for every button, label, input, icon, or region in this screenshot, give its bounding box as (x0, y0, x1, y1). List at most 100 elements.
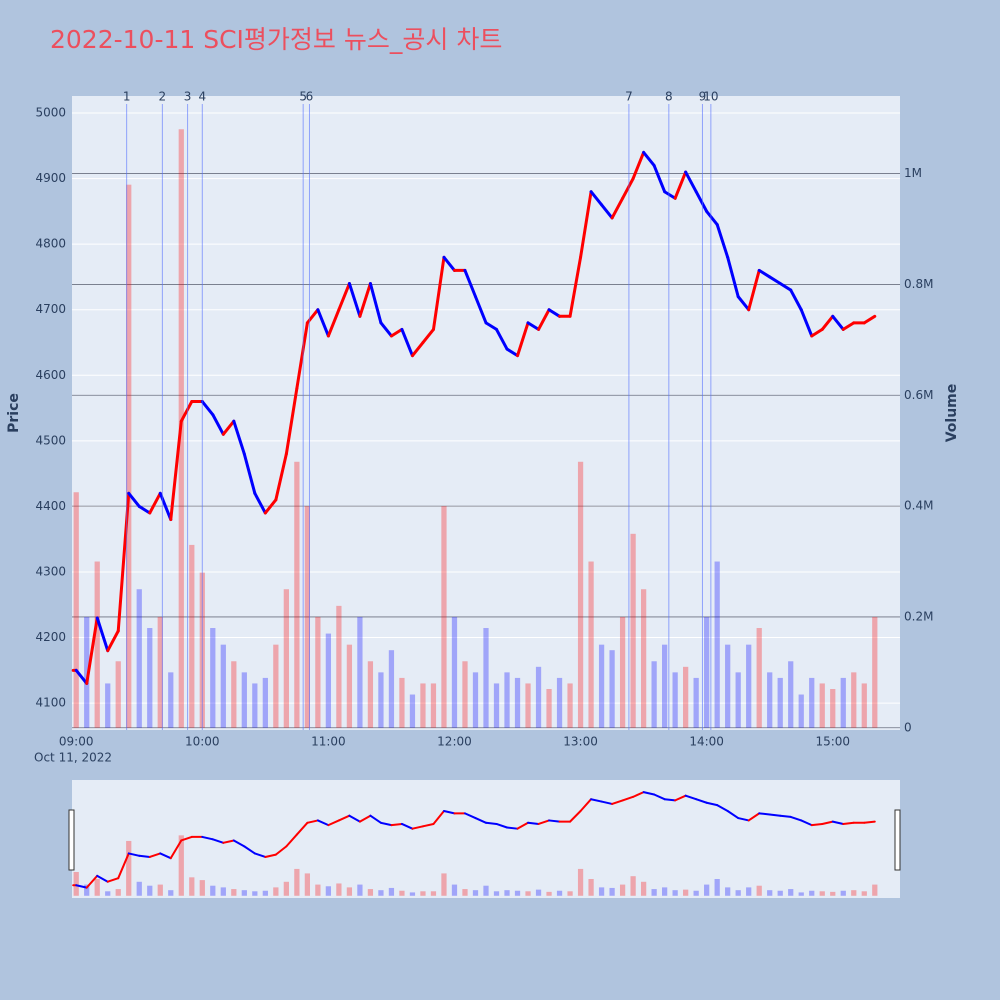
price-segment (820, 314, 835, 331)
volume-bar (672, 672, 678, 728)
slider-volume-bar (430, 891, 437, 896)
y-axis-title: Price (6, 393, 22, 433)
slider-volume-bar (346, 887, 353, 896)
slider-price-segment (495, 822, 509, 829)
slider-price-segment (421, 822, 435, 828)
y2-tick-label: 0.8M (904, 277, 933, 291)
volume-bar (693, 677, 699, 728)
price-segment (484, 321, 499, 331)
slider-volume-bar (798, 892, 804, 896)
slider-volume-bar (514, 890, 521, 896)
volume-bar (525, 683, 531, 728)
slider-price-segment (632, 791, 645, 798)
volume-bar (231, 661, 237, 728)
slider-volume-bar (504, 890, 510, 896)
slider-price-segment (527, 821, 540, 825)
slider-volume-bar (777, 890, 783, 896)
slider-price-segment (348, 814, 361, 823)
slider-price-segment (253, 852, 267, 858)
slider-price-segment (201, 835, 214, 841)
volume-bar (483, 628, 489, 728)
volume-bar (704, 616, 710, 728)
slider-price-segment (726, 810, 740, 820)
slider-price-segment (243, 845, 256, 855)
slider-volume-bar (262, 890, 268, 896)
volume-bar (147, 628, 153, 728)
volume-bar (367, 661, 374, 728)
price-segment (410, 341, 425, 358)
volume-bar (420, 683, 426, 728)
price-segment (463, 268, 477, 299)
volume-bar (861, 683, 867, 728)
volume-bar (262, 677, 268, 728)
slider-price-segment (779, 814, 792, 818)
price-segment (537, 308, 551, 331)
slider-volume-bar (189, 877, 195, 896)
volume-bar (493, 683, 500, 728)
news-label: 9 (699, 90, 707, 104)
slider-volume-bar (830, 891, 836, 896)
volume-bar (346, 644, 353, 728)
slider-volume-bar (168, 890, 174, 896)
price-segment (568, 255, 583, 318)
price-segment (389, 327, 404, 338)
price-segment (799, 308, 814, 338)
slider-volume-bar (126, 840, 132, 896)
price-segment (326, 308, 341, 338)
slider-price-segment (274, 845, 288, 856)
slider-price-segment (285, 833, 298, 848)
slider-price-segment (316, 819, 330, 827)
volume-bar (756, 628, 762, 728)
slider-price-segment (590, 798, 603, 803)
slider-price-segment (516, 821, 530, 830)
volume-bar (851, 672, 857, 728)
price-segment (547, 308, 562, 318)
x-tick-label: 15:00 (815, 735, 850, 749)
y2-tick-label: 1M (904, 166, 922, 180)
news-label: 2 (159, 90, 167, 104)
slider-volume-bar (136, 881, 142, 896)
slider-volume-bar (725, 887, 731, 896)
price-segment (495, 327, 509, 351)
price-segment (211, 413, 225, 436)
price-segment (589, 190, 604, 207)
volume-bar (94, 561, 100, 728)
volume-bar (788, 661, 794, 728)
slider-price-segment (306, 819, 319, 824)
slider-handle[interactable] (894, 809, 901, 871)
price-segment (631, 150, 646, 181)
volume-bar (767, 672, 773, 728)
slider-volume-bar (378, 890, 384, 896)
slider-price-segment (411, 825, 424, 830)
y2-tick-label: 0.2M (904, 609, 933, 623)
price-segment (169, 419, 183, 522)
volume-bar (683, 666, 689, 728)
slider-price-segment (327, 819, 340, 827)
slider-volume-bar (683, 889, 689, 896)
slider-price-segment (432, 810, 445, 825)
slider-volume-bar (598, 887, 605, 896)
price-segment (810, 327, 824, 338)
range-slider[interactable] (72, 780, 900, 898)
news-label: 6 (306, 90, 314, 104)
price-segment (862, 314, 877, 325)
slider-volume-bar (483, 885, 489, 896)
slider-handle[interactable] (68, 809, 75, 871)
price-segment (337, 282, 351, 312)
slider-price-segment (138, 854, 151, 858)
slider-volume-bar (115, 889, 121, 896)
news-label: 10 (703, 90, 718, 104)
volume-bar (378, 672, 384, 728)
slider-price-segment (127, 852, 141, 857)
slider-volume-bar (640, 881, 647, 896)
news-label: 5 (299, 90, 307, 104)
slider-volume-bar (304, 873, 310, 896)
slider-volume-bar (861, 891, 867, 896)
volume-bar (577, 461, 584, 728)
slider-price-segment (180, 835, 193, 842)
slider-volume-bar (756, 885, 762, 896)
volume-bar (168, 672, 174, 728)
slider-price-segment (569, 810, 582, 823)
slider-volume-bar (357, 884, 363, 896)
price-segment (526, 321, 541, 331)
